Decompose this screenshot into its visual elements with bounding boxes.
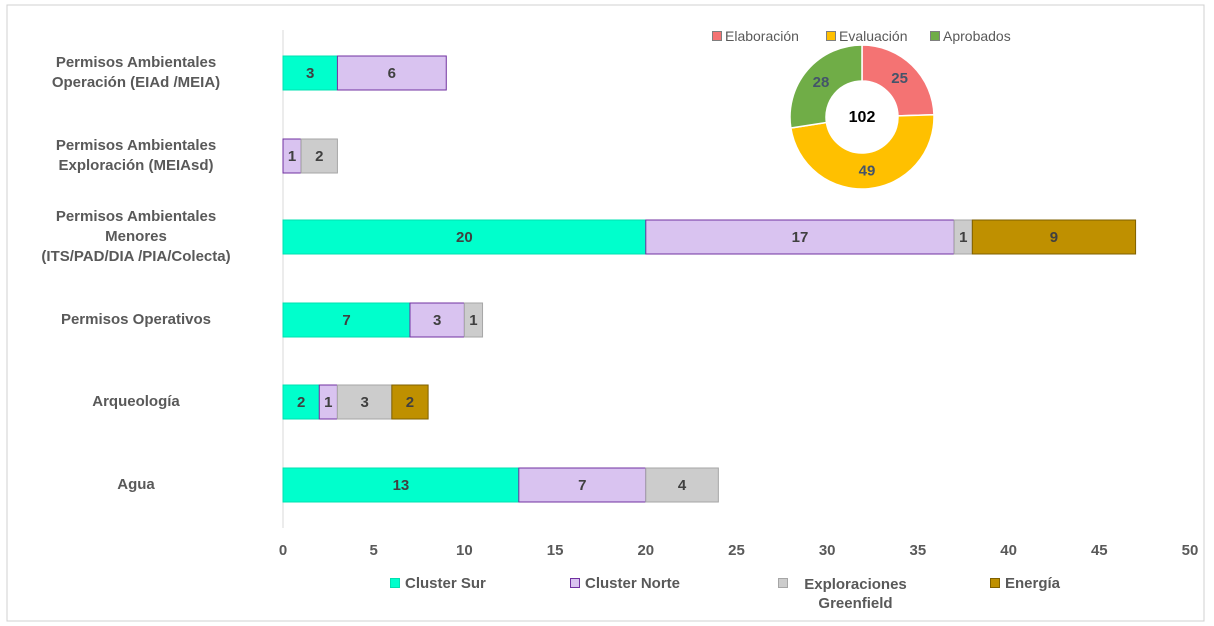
legend-item: Aprobados — [930, 28, 1011, 44]
data-label: 49 — [859, 163, 876, 180]
bar-segment — [336, 55, 447, 91]
y-tick-label: Arqueología — [92, 393, 180, 410]
x-tick-label: 35 — [910, 542, 927, 559]
legend-label: Exploraciones Greenfield — [804, 576, 907, 612]
data-label: 1 — [324, 394, 332, 411]
bar-segment — [336, 384, 393, 420]
x-tick-label: 25 — [728, 542, 745, 559]
data-label: 17 — [792, 229, 809, 246]
legend-label: Aprobados — [943, 28, 1011, 44]
data-label: 2 — [315, 148, 323, 165]
data-label: 2 — [297, 394, 305, 411]
bar-segment — [971, 219, 1137, 255]
legend-label: Elaboración — [725, 28, 799, 44]
legend-swatch — [712, 31, 722, 41]
legend-swatch — [390, 578, 400, 588]
data-label: 13 — [393, 477, 410, 494]
data-label: 4 — [678, 477, 687, 494]
x-tick-label: 0 — [279, 542, 287, 559]
y-tick-label: Permisos Ambientales Menores (ITS/PAD/DI… — [41, 208, 231, 265]
legend-item: Energía — [990, 575, 1060, 592]
legend-item: Elaboración — [712, 28, 799, 44]
x-tick-label: 50 — [1182, 542, 1199, 559]
x-tick-label: 30 — [819, 542, 836, 559]
data-label: 25 — [891, 70, 908, 87]
data-label: 28 — [813, 74, 830, 91]
donut-total: 102 — [849, 109, 876, 126]
legend-label: Cluster Norte — [585, 575, 681, 592]
bar-segment — [282, 467, 520, 503]
bar-segment — [409, 302, 465, 338]
x-tick-label: 15 — [547, 542, 564, 559]
y-tick-label: Permisos Ambientales Exploración (MEIAsd… — [55, 137, 217, 174]
legend-label: Evaluación — [839, 28, 908, 44]
data-label: 7 — [578, 477, 586, 494]
x-tick-label: 20 — [637, 542, 654, 559]
data-label: 1 — [288, 148, 296, 165]
legend-swatch — [570, 578, 580, 588]
legend-swatch — [826, 31, 836, 41]
bar-segment — [282, 384, 320, 420]
frame — [6, 4, 1205, 622]
data-label: 9 — [1050, 229, 1058, 246]
data-label: 1 — [469, 312, 477, 329]
y-tick-label: Permisos Ambientales Operación (EIAd /ME… — [51, 54, 221, 91]
bar-segment — [645, 467, 719, 503]
legend-item: Cluster Norte — [570, 575, 680, 592]
bar-segment — [282, 302, 411, 338]
data-label: 3 — [433, 312, 441, 329]
bar-segment — [300, 138, 338, 174]
donut-slice — [789, 44, 863, 129]
data-label: 2 — [406, 394, 414, 411]
legend-item: Evaluación — [826, 28, 908, 44]
data-label: 1 — [959, 229, 967, 246]
x-tick-label: 45 — [1091, 542, 1108, 559]
legend-item: Exploraciones Greenfield — [778, 575, 918, 613]
legend-label: Cluster Sur — [405, 575, 486, 592]
data-label: 3 — [360, 394, 368, 411]
legend-swatch — [778, 578, 788, 588]
donut-slice — [789, 114, 935, 190]
bar-segment — [463, 302, 484, 338]
data-label: 3 — [306, 65, 314, 82]
legend-label: Energía — [1005, 575, 1061, 592]
x-tick-label: 40 — [1000, 542, 1017, 559]
y-tick-label: Permisos Operativos — [60, 311, 212, 328]
data-label: 6 — [388, 65, 396, 82]
x-tick-label: 5 — [370, 542, 378, 559]
legend-item: Cluster Sur — [390, 575, 486, 592]
legend-swatch — [930, 31, 940, 41]
data-label: 7 — [342, 312, 350, 329]
x-tick-label: 10 — [456, 542, 473, 559]
legend-swatch — [990, 578, 1000, 588]
y-tick-label: Agua — [117, 476, 155, 493]
data-label: 20 — [456, 229, 473, 246]
bar-segment — [391, 384, 429, 420]
